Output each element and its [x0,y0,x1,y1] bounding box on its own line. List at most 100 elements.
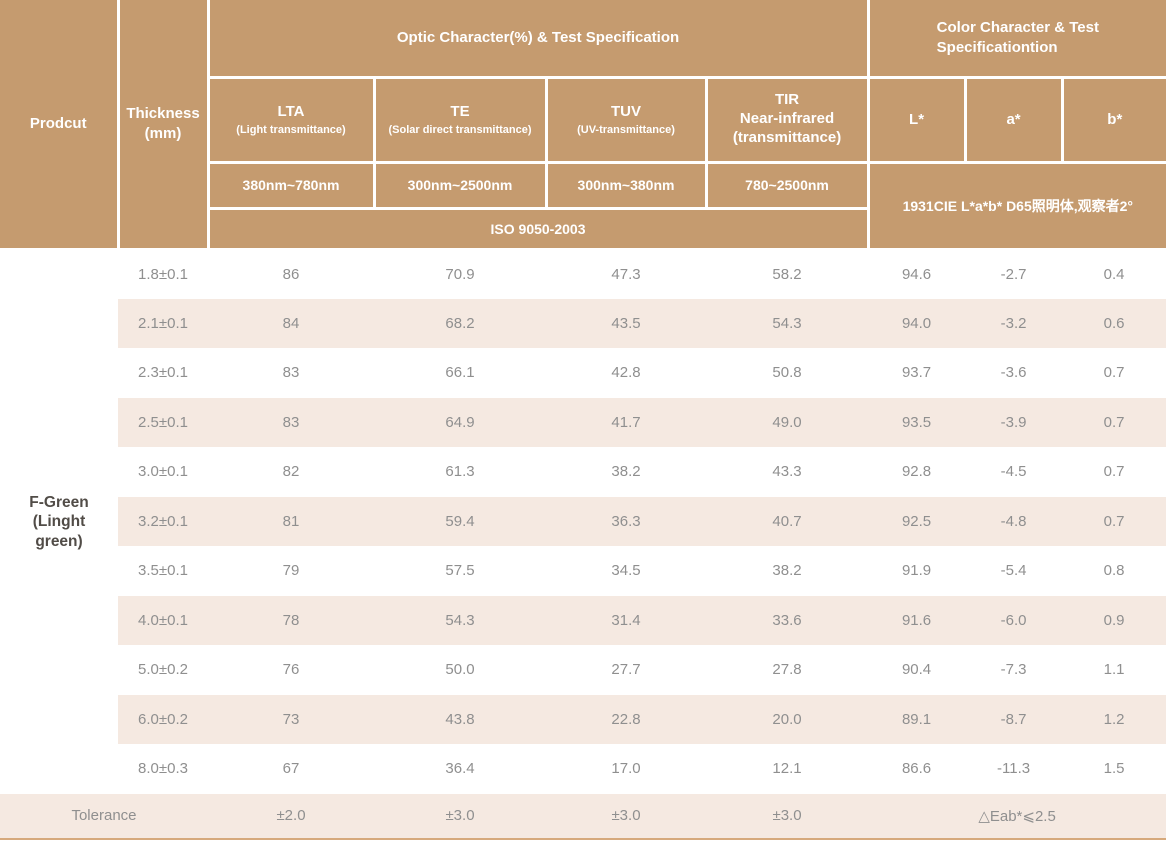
cell-value: -11.3 [997,760,1031,778]
table-row: 4.0±0.1 78 54.3 31.4 33.6 91.6 -6.0 0.9 [0,595,1166,645]
cell-value: 58.2 [772,266,802,283]
cell-value: 84 [208,298,374,348]
cell-value: 92.5 [868,496,966,546]
cell-thickness: 5.0±0.2 [138,661,188,679]
cell-value: 94.6 [901,266,932,283]
table-row: 6.0±0.2 73 43.8 22.8 20.0 89.1 -8.7 1.2 [0,694,1166,744]
table-row: 3.0±0.1 82 61.3 38.2 43.3 92.8 -4.5 0.7 [0,447,1166,497]
cell-value: 82 [282,463,300,481]
tolerance-label: Tolerance [0,793,208,840]
cell-value: 12.1 [772,760,802,778]
cell-thickness: 1.8±0.1 [138,266,188,283]
cell-value: 86.6 [901,760,932,778]
cell-value: -3.6 [1000,364,1027,382]
tolerance-tuv: ±3.0 [546,793,706,840]
cell-value: 0.6 [1062,298,1166,348]
cell-value: 93.7 [901,364,932,382]
cell-value: -6.0 [965,595,1063,645]
header-product: Prodcut [0,0,120,251]
cell-value: -8.7 [965,694,1063,744]
header-col-tuv-sub: (UV-transmittance) [577,123,675,136]
cell-value: 0.8 [1103,562,1125,580]
header-range-tir: 780~2500nm [704,160,870,210]
cell-value: 36.4 [445,760,475,778]
cell-value: 57.5 [445,562,475,580]
cell-value: 81 [208,496,374,546]
cell-value: 59.4 [374,496,546,546]
header-column-row: LTA (Light transmittance) TE (Solar dire… [0,75,1166,164]
cell-value: 1.1 [1103,661,1125,679]
cell-value: 1.5 [1103,760,1125,778]
header-col-te-sub: (Solar direct transmittance) [388,123,532,136]
table-row: 5.0±0.2 76 50.0 27.7 27.8 90.4 -7.3 1.1 [0,645,1166,695]
header-col-tir-title: TIR Near-infrared (transmittance) [732,91,842,146]
header-col-bstar: b* [1060,75,1166,164]
table-row: 3.5±0.1 79 57.5 34.5 38.2 91.9 -5.4 0.8 [0,546,1166,596]
cell-value: 27.7 [611,661,641,679]
cell-thickness: 2.1±0.1 [118,298,208,348]
cell-value: 42.8 [611,364,641,382]
table-row: 3.2±0.1 81 59.4 36.3 40.7 92.5 -4.8 0.7 [0,496,1166,546]
table-row: F-Green (Linght green) 1.8±0.1 86 70.9 47.3 5… [0,249,1166,794]
header-range-tuv: 300nm~380nm [544,160,708,210]
cell-value: 92.8 [901,463,932,481]
table-row: 2.1±0.1 84 68.2 43.5 54.3 94.0 -3.2 0.6 [0,298,1166,348]
header-thickness: Thickness (mm) [116,0,210,251]
cell-value: 90.4 [901,661,932,679]
header-col-te: TE (Solar direct transmittance) [372,75,548,164]
header-range-row: 380nm~780nm 300nm~2500nm 300nm~380nm 780… [0,160,1166,251]
header-col-tuv: TUV (UV-transmittance) [544,75,708,164]
header-col-lta-title: LTA [277,103,305,121]
cell-value: 86 [282,266,300,283]
cell-value: 0.7 [1062,397,1166,447]
cell-value: 22.8 [546,694,706,744]
cell-value: 94.0 [868,298,966,348]
tolerance-tir: ±3.0 [706,793,869,840]
tolerance-color: △Eab*⩽2.5 [868,793,1166,840]
cell-value: 83 [282,364,300,382]
tolerance-te: ±3.0 [374,793,546,840]
cell-value: -4.8 [965,496,1063,546]
cell-thickness: 3.0±0.1 [138,463,188,481]
cell-value: 70.9 [445,266,475,283]
header-col-tuv-title: TUV [611,103,641,121]
table-row: 8.0±0.3 67 36.4 17.0 12.1 86.6 -11.3 1.5 [0,744,1166,794]
product-label: F-Green (Linght green) [0,249,118,794]
tolerance-row: Tolerance ±2.0 ±3.0 ±3.0 ±3.0 △Eab*⩽2.5 [0,793,1166,840]
cell-value: 34.5 [611,562,641,580]
header-iso-standard: ISO 9050-2003 [206,206,870,251]
cell-value: 66.1 [445,364,475,382]
header-color-group: Color Character & Test Specificationtion [866,0,1166,79]
cell-value: 64.9 [374,397,546,447]
cell-value: 20.0 [706,694,869,744]
cell-value: 91.9 [901,562,932,580]
cell-value: -3.2 [965,298,1063,348]
cell-value: 50.0 [445,661,475,679]
cell-value: 31.4 [546,595,706,645]
cell-value: 0.4 [1103,266,1125,283]
header-col-te-title: TE [450,103,470,121]
header-optic-group: Optic Character(%) & Test Specification [206,0,870,79]
cell-value: -2.7 [1000,266,1027,283]
cell-value: 78 [208,595,374,645]
cell-value: 93.5 [868,397,966,447]
header-range-te: 300nm~2500nm [372,160,548,210]
cell-value: 49.0 [706,397,869,447]
cell-value: 38.2 [611,463,641,481]
cell-value: 67 [282,760,300,778]
cell-value: 38.2 [772,562,802,580]
cell-value: 54.3 [706,298,869,348]
cell-value: -5.4 [1000,562,1027,580]
cell-value: 50.8 [772,364,802,382]
header-col-astar: a* [963,75,1064,164]
cell-value: 0.7 [1062,496,1166,546]
cell-value: 43.3 [772,463,802,481]
cell-value: 79 [282,562,300,580]
cell-value: 83 [208,397,374,447]
cell-thickness: 4.0±0.1 [118,595,208,645]
cell-value: -4.5 [1000,463,1027,481]
header-col-lta: LTA (Light transmittance) [206,75,376,164]
table-row: 2.5±0.1 83 64.9 41.7 49.0 93.5 -3.9 0.7 [0,397,1166,447]
